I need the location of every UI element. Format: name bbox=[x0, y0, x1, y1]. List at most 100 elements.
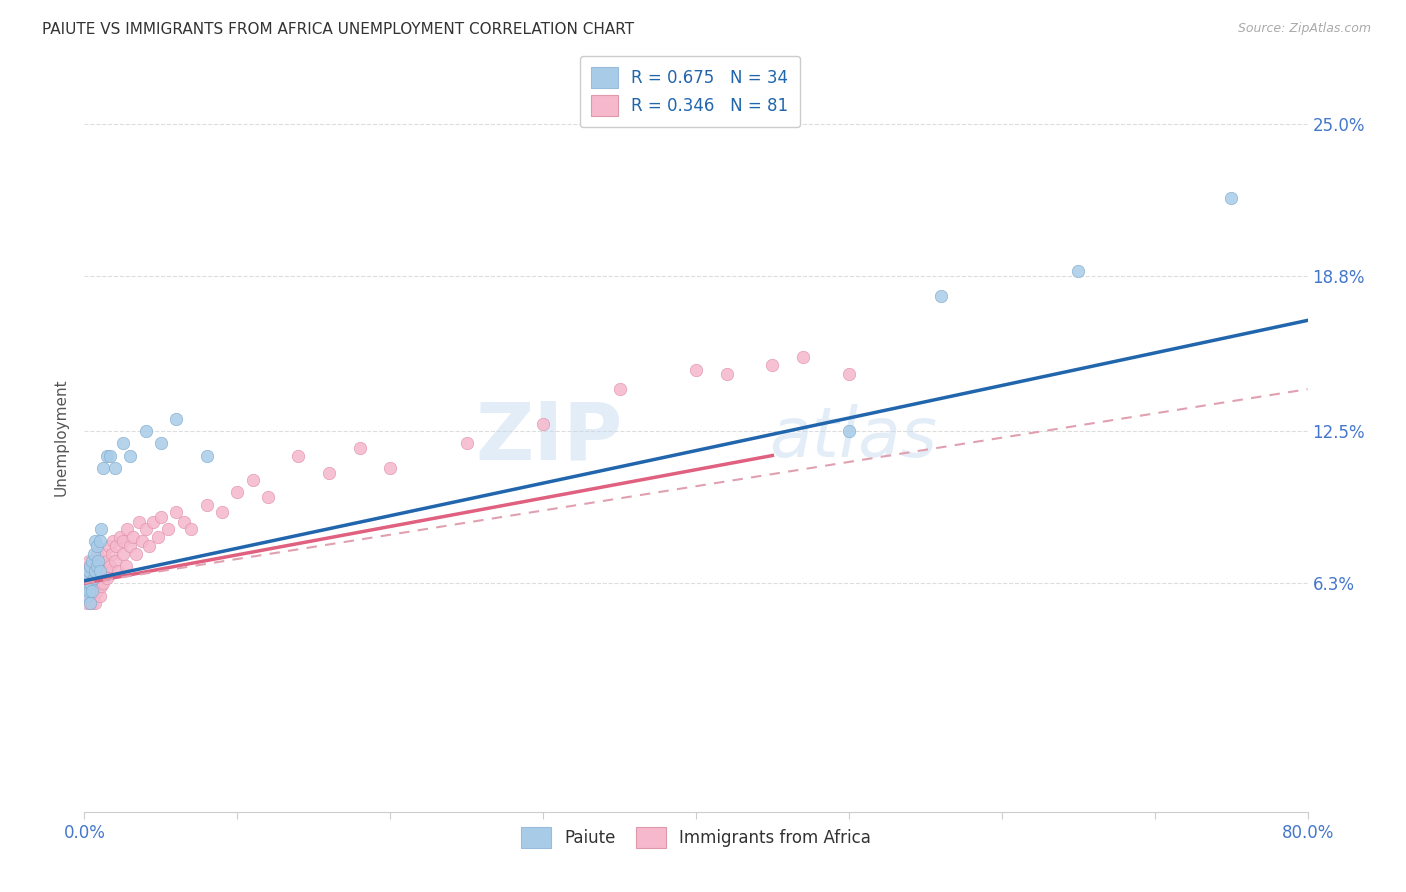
Point bbox=[86, 559, 108, 574]
Point bbox=[86, 564, 108, 578]
Point bbox=[79, 559, 101, 574]
Point bbox=[90, 579, 112, 593]
Text: Source: ZipAtlas.com: Source: ZipAtlas.com bbox=[1237, 22, 1371, 36]
Point bbox=[75, 589, 97, 603]
Point bbox=[94, 564, 117, 578]
Point bbox=[838, 368, 860, 382]
Point bbox=[165, 505, 187, 519]
Point bbox=[149, 436, 172, 450]
Point bbox=[103, 534, 125, 549]
Point bbox=[79, 596, 101, 610]
Point bbox=[180, 522, 202, 536]
Point bbox=[531, 417, 554, 431]
Point bbox=[318, 466, 340, 480]
Point bbox=[84, 571, 107, 585]
Point bbox=[76, 596, 98, 610]
Text: ZIP: ZIP bbox=[475, 398, 623, 476]
Point bbox=[80, 554, 103, 568]
Point bbox=[716, 368, 738, 382]
Point bbox=[105, 540, 128, 554]
Point bbox=[84, 564, 107, 578]
Point bbox=[131, 534, 153, 549]
Point bbox=[89, 534, 111, 549]
Point bbox=[138, 540, 160, 554]
Point bbox=[226, 485, 249, 500]
Point bbox=[456, 436, 478, 450]
Point bbox=[86, 540, 108, 554]
Point bbox=[1220, 190, 1243, 204]
Point bbox=[120, 540, 142, 554]
Point bbox=[111, 547, 134, 561]
Point bbox=[149, 510, 172, 524]
Point bbox=[76, 571, 98, 585]
Point bbox=[349, 441, 371, 455]
Point bbox=[98, 559, 121, 574]
Point bbox=[91, 559, 114, 574]
Point bbox=[128, 515, 150, 529]
Point bbox=[380, 460, 402, 475]
Legend: Paiute, Immigrants from Africa: Paiute, Immigrants from Africa bbox=[513, 819, 879, 855]
Text: atlas: atlas bbox=[769, 403, 938, 471]
Point bbox=[122, 530, 145, 544]
Point bbox=[79, 559, 101, 574]
Point bbox=[77, 589, 100, 603]
Point bbox=[77, 564, 100, 578]
Point bbox=[80, 596, 103, 610]
Point bbox=[76, 583, 98, 598]
Point bbox=[84, 583, 107, 598]
Point bbox=[87, 576, 110, 591]
Point bbox=[211, 505, 233, 519]
Point bbox=[165, 411, 187, 425]
Point bbox=[91, 576, 114, 591]
Point bbox=[257, 490, 280, 504]
Point bbox=[79, 576, 101, 591]
Point bbox=[83, 576, 105, 591]
Point bbox=[107, 564, 129, 578]
Point bbox=[80, 564, 103, 578]
Point bbox=[75, 576, 97, 591]
Point bbox=[83, 589, 105, 603]
Point bbox=[87, 559, 110, 574]
Point bbox=[287, 449, 309, 463]
Point bbox=[114, 559, 136, 574]
Point bbox=[84, 596, 107, 610]
Point bbox=[76, 589, 98, 603]
Point bbox=[195, 449, 218, 463]
Point bbox=[242, 473, 264, 487]
Point bbox=[146, 530, 169, 544]
Point bbox=[79, 571, 101, 585]
Point bbox=[157, 522, 180, 536]
Point bbox=[87, 554, 110, 568]
Point bbox=[98, 449, 121, 463]
Point bbox=[77, 554, 100, 568]
Point bbox=[1067, 264, 1090, 278]
Point bbox=[101, 547, 124, 561]
Point bbox=[83, 547, 105, 561]
Point bbox=[76, 571, 98, 585]
Point bbox=[91, 460, 114, 475]
Point bbox=[77, 583, 100, 598]
Point bbox=[104, 554, 127, 568]
Point bbox=[195, 498, 218, 512]
Point bbox=[96, 571, 118, 585]
Point bbox=[104, 460, 127, 475]
Point bbox=[135, 424, 157, 438]
Point bbox=[86, 583, 108, 598]
Point bbox=[609, 382, 631, 396]
Point bbox=[77, 579, 100, 593]
Point bbox=[90, 522, 112, 536]
Point bbox=[86, 547, 108, 561]
Point bbox=[80, 579, 103, 593]
Point bbox=[120, 449, 142, 463]
Point bbox=[173, 515, 195, 529]
Point bbox=[84, 554, 107, 568]
Point bbox=[135, 522, 157, 536]
Point bbox=[89, 571, 111, 585]
Point bbox=[111, 534, 134, 549]
Point bbox=[792, 350, 814, 364]
Point bbox=[96, 449, 118, 463]
Point bbox=[90, 564, 112, 578]
Point bbox=[96, 554, 118, 568]
Point bbox=[761, 358, 783, 372]
Y-axis label: Unemployment: Unemployment bbox=[53, 378, 69, 496]
